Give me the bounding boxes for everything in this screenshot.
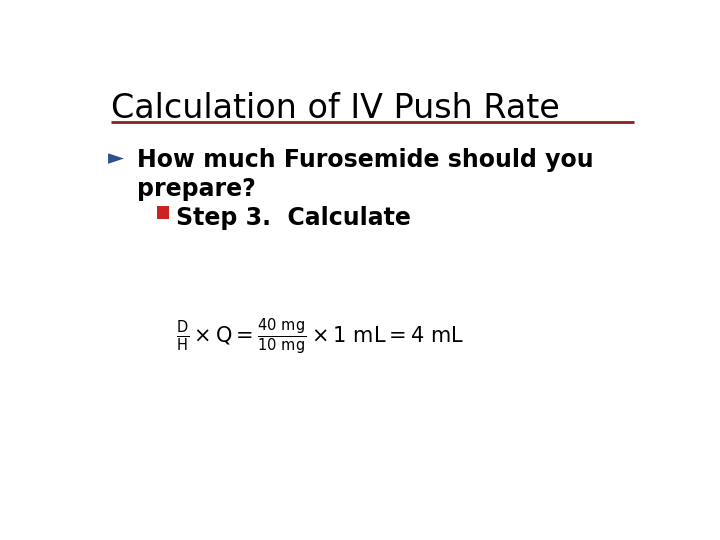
Text: Calculation of IV Push Rate: Calculation of IV Push Rate [111,92,560,125]
Text: How much Furosemide should you: How much Furosemide should you [138,148,594,172]
Text: Step 3.  Calculate: Step 3. Calculate [176,206,411,230]
Text: prepare?: prepare? [138,177,256,201]
Text: $\mathsf{\frac{D}{H} \times Q = \frac{40\ mg}{10\ mg} \times 1\ mL = 4\ mL}$: $\mathsf{\frac{D}{H} \times Q = \frac{40… [176,317,464,357]
Bar [157,206,169,219]
Text: ►: ► [108,148,124,168]
